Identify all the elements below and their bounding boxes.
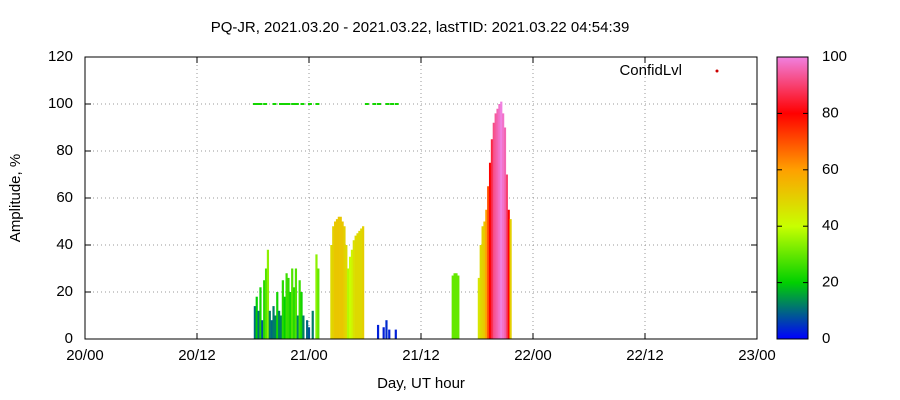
y-tick-label: 120 [48, 48, 73, 65]
y-tick-label: 100 [48, 95, 73, 112]
y-tick-label: 60 [56, 189, 73, 206]
point [364, 103, 369, 105]
point [294, 103, 299, 105]
legend-marker [715, 69, 719, 73]
x-axis-label: Day, UT hour [377, 375, 465, 392]
colorbar-tick-label: 100 [822, 48, 847, 65]
point [255, 103, 260, 105]
y-tick-label: 80 [56, 142, 73, 159]
point [279, 103, 283, 105]
point [286, 103, 291, 105]
point [300, 103, 305, 105]
point [252, 103, 257, 105]
x-tick-label: 20/00 [66, 347, 104, 364]
point [272, 103, 277, 105]
point [385, 103, 390, 105]
colorbar-tick-label: 60 [822, 161, 839, 178]
y-tick-label: 40 [56, 236, 73, 253]
x-tick-label: 22/12 [626, 347, 664, 364]
y-tick-label: 0 [65, 330, 73, 347]
point [307, 103, 312, 105]
y-tick-label: 20 [56, 283, 73, 300]
point [372, 103, 377, 105]
plot-border [84, 56, 758, 340]
x-tick-label: 21/12 [402, 347, 440, 364]
colorbar-tick-label: 40 [822, 217, 839, 234]
legend-label: ConfidLvl [619, 62, 682, 79]
point [263, 103, 268, 105]
point [315, 103, 320, 105]
colorbar [776, 56, 809, 340]
colorbar-tick-label: 80 [822, 104, 839, 121]
point [291, 103, 296, 105]
point [258, 103, 263, 105]
x-tick-label: 23/00 [738, 347, 776, 364]
x-tick-label: 22/00 [514, 347, 552, 364]
point [390, 103, 395, 105]
point [394, 103, 399, 105]
point [282, 103, 287, 105]
x-tick-label: 21/00 [290, 347, 328, 364]
y-axis-label: Amplitude, % [7, 154, 24, 242]
x-tick-label: 20/12 [178, 347, 216, 364]
colorbar-tick-label: 20 [822, 274, 839, 291]
colorbar-tick-label: 0 [822, 330, 830, 347]
chart-title: PQ-JR, 2021.03.20 - 2021.03.22, lastTID:… [211, 19, 630, 36]
point [377, 103, 381, 105]
